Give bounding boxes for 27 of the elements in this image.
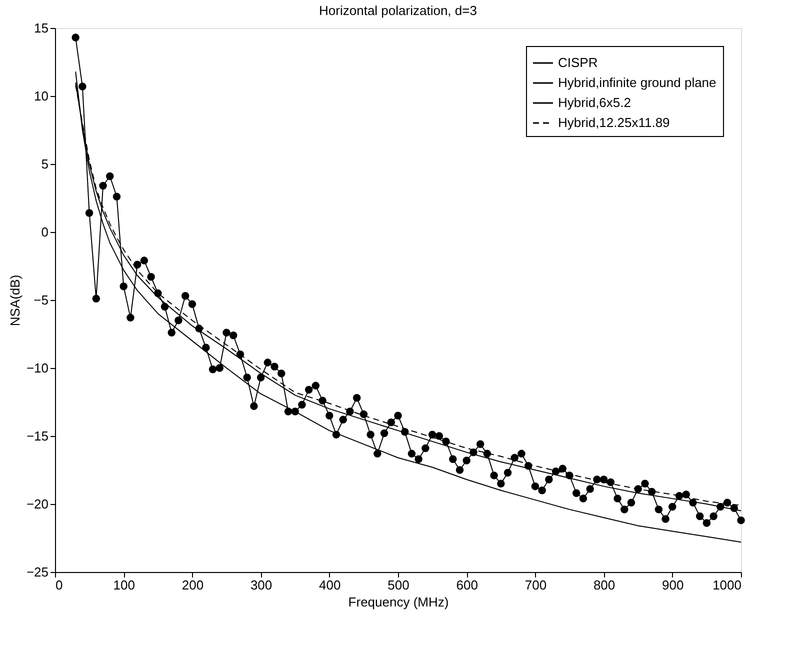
y-tick-label: −15 <box>26 428 48 444</box>
x-tick-label: 900 <box>662 578 684 592</box>
x-tick-label: 500 <box>388 578 410 592</box>
x-tick-label: 700 <box>524 578 547 592</box>
x-tick-label: 400 <box>319 578 341 592</box>
x-tick-label: 1000 <box>712 578 742 592</box>
chart-title: Horizontal polarization, d=3 <box>319 3 477 18</box>
x-tick-label: 300 <box>250 578 272 592</box>
y-axis-title: NSA(dB) <box>7 274 22 326</box>
y-tick-label: −25 <box>26 564 48 580</box>
legend-label: Hybrid,infinite ground plane <box>558 75 716 90</box>
y-tick-label: 0 <box>41 224 48 240</box>
y-tick-label: 10 <box>34 88 48 104</box>
y-tick-label: 15 <box>34 20 48 36</box>
legend-label: Hybrid,12.25x11.89 <box>558 115 670 130</box>
x-tick-label: 200 <box>182 578 204 592</box>
x-tick-label: 800 <box>593 578 616 592</box>
legend-label: CISPR <box>558 55 598 70</box>
x-tick-label: 0 <box>56 578 63 592</box>
x-tick-label: 100 <box>113 578 135 592</box>
y-tick-label: −5 <box>34 292 48 308</box>
y-tick-label: −10 <box>26 360 48 376</box>
legend-label: Hybrid,6x5.2 <box>558 95 631 110</box>
x-axis-title: Frequency (MHz) <box>348 594 449 610</box>
y-tick-label: 5 <box>41 156 48 172</box>
y-tick-label: −20 <box>26 496 48 512</box>
x-tick-label: 600 <box>456 578 478 592</box>
